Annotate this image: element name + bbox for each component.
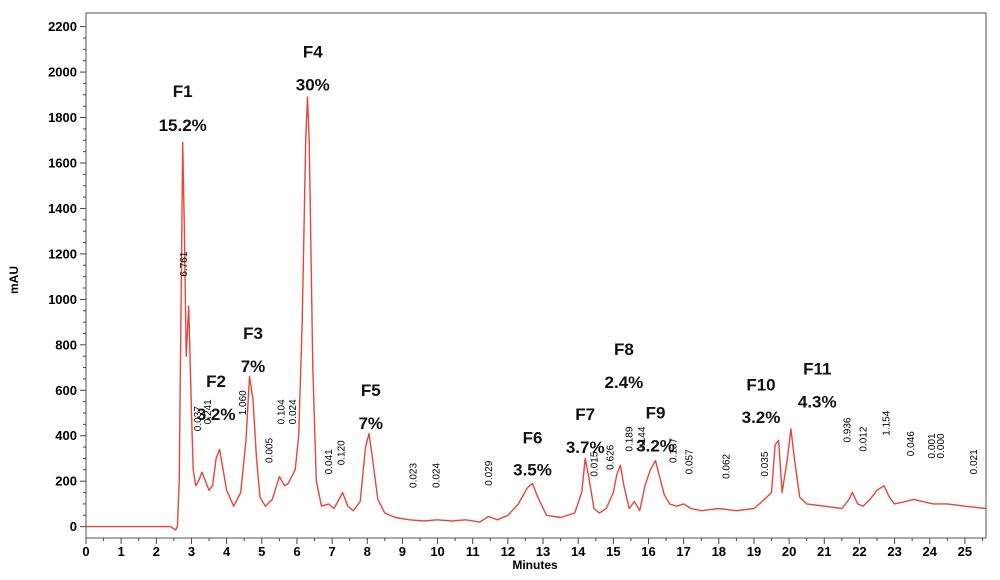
fraction-name-label: F2: [206, 372, 226, 391]
x-tick-label: 25: [958, 544, 972, 559]
y-tick-label: 200: [55, 474, 77, 489]
peak-area-label: 0.936: [843, 417, 854, 442]
peak-area-label: 0.001: [927, 433, 938, 458]
fraction-percent-label: 3.5%: [513, 461, 552, 480]
peak-area-label: 0.012: [858, 426, 869, 451]
x-tick-label: 9: [399, 544, 406, 559]
y-tick-label: 600: [55, 383, 77, 398]
peak-area-label: 0.046: [906, 431, 917, 456]
peak-area-label: 0.062: [721, 453, 732, 478]
fraction-percent-label: 3.2%: [636, 437, 675, 456]
peak-area-label: 0.000: [936, 433, 947, 458]
x-tick-label: 22: [852, 544, 866, 559]
peak-area-label: 0.189: [625, 426, 636, 451]
fraction-name-label: F10: [746, 375, 775, 394]
x-tick-label: 5: [258, 544, 265, 559]
x-tick-label: 14: [571, 544, 586, 559]
y-tick-label: 2200: [48, 19, 77, 34]
fraction-percent-label: 7%: [241, 357, 266, 376]
x-tick-label: 20: [782, 544, 796, 559]
peak-area-label: 0.120: [336, 440, 347, 465]
y-axis-title: mAU: [7, 266, 21, 294]
x-tick-label: 19: [747, 544, 761, 559]
x-tick-label: 15: [606, 544, 620, 559]
fraction-name-label: F1: [173, 82, 193, 101]
x-tick-label: 6: [293, 544, 300, 559]
x-axis-ticks: 0 1 2 3 4 5 6 7 8 9 10 11 12 13 14 15 16 17 18 19 20 21 22 23 24…: [82, 538, 983, 559]
x-tick-label: 10: [430, 544, 444, 559]
x-tick-label: 13: [536, 544, 550, 559]
y-tick-label: 1400: [48, 201, 77, 216]
y-axis-ticks: 0 200 400 600 800 1000 1200 1400 1600 1800 2000 220…: [48, 19, 86, 534]
y-tick-label: 1800: [48, 110, 77, 125]
peak-area-label: 0.035: [760, 451, 771, 476]
x-tick-label: 23: [887, 544, 901, 559]
fraction-name-label: F5: [361, 381, 381, 400]
y-tick-label: 800: [55, 337, 77, 352]
peak-area-label: 1.060: [238, 390, 249, 415]
x-tick-label: 24: [923, 544, 938, 559]
x-tick-label: 4: [223, 544, 231, 559]
peak-area-label: 0.241: [203, 399, 214, 424]
y-tick-label: 400: [55, 428, 77, 443]
peak-area-label: 0.037: [193, 406, 204, 431]
peak-area-label: 1.154: [881, 410, 892, 435]
x-tick-label: 0: [82, 544, 89, 559]
fraction-percent-label: 4.3%: [798, 392, 837, 411]
peak-area-label: 0.023: [408, 463, 419, 488]
fraction-percent-label: 3.7%: [566, 438, 605, 457]
fraction-name-label: F4: [303, 42, 323, 61]
fraction-name-label: F7: [575, 405, 595, 424]
peak-area-label: 0.626: [605, 444, 616, 469]
x-tick-label: 12: [501, 544, 515, 559]
x-tick-label: 17: [676, 544, 690, 559]
peak-area-label: 0.104: [277, 399, 288, 424]
fraction-name-label: F3: [243, 324, 263, 343]
peak-area-label: 0.057: [684, 449, 695, 474]
series-line: [86, 96, 987, 531]
peak-area-label: 0.024: [431, 463, 442, 488]
fraction-name-label: F11: [803, 359, 831, 378]
x-tick-label: 18: [712, 544, 726, 559]
fraction-percent-label: 7%: [358, 414, 383, 433]
x-axis-title: Minutes: [512, 558, 558, 572]
peak-area-label: 0.021: [969, 449, 980, 474]
x-tick-label: 3: [188, 544, 195, 559]
x-tick-label: 2: [153, 544, 160, 559]
fraction-percent-label: 30%: [296, 75, 330, 94]
fraction-name-label: F9: [646, 404, 666, 423]
peak-area-label: 0.015: [590, 451, 601, 476]
fraction-percent-label: 2.4%: [605, 373, 644, 392]
fraction-percent-label: 3.2%: [742, 408, 781, 427]
fraction-labels: F1 15.2% F2 3.2% F3 7% F4 30% F5 7% F6 3.5% F7 3.7% F8…: [159, 42, 837, 479]
x-tick-label: 7: [328, 544, 335, 559]
y-tick-label: 1600: [48, 156, 77, 171]
x-tick-label: 1: [118, 544, 125, 559]
plot-area: [85, 12, 987, 539]
peak-area-label: 0.144: [637, 426, 648, 451]
peak-area-label: 0.024: [288, 399, 299, 424]
y-tick-label: 1200: [48, 246, 77, 261]
peak-area-label: 6.761: [179, 251, 190, 276]
fraction-name-label: F6: [523, 429, 543, 448]
x-tick-label: 11: [466, 544, 480, 559]
y-tick-label: 2000: [48, 65, 77, 80]
y-tick-label: 0: [70, 519, 77, 534]
x-tick-label: 8: [364, 544, 371, 559]
fraction-percent-label: 3.2%: [197, 405, 236, 424]
peak-area-label: 0.041: [324, 449, 335, 474]
peak-area-label: 0.137: [669, 438, 680, 463]
y-tick-label: 1000: [48, 292, 77, 307]
peak-area-label: 0.029: [484, 460, 495, 485]
fraction-name-label: F8: [614, 340, 634, 359]
series-layer: [86, 96, 987, 531]
peak-area-label: 0.005: [264, 438, 275, 463]
fraction-percent-label: 15.2%: [159, 116, 207, 135]
x-tick-label: 21: [817, 544, 831, 559]
x-tick-label: 16: [641, 544, 655, 559]
